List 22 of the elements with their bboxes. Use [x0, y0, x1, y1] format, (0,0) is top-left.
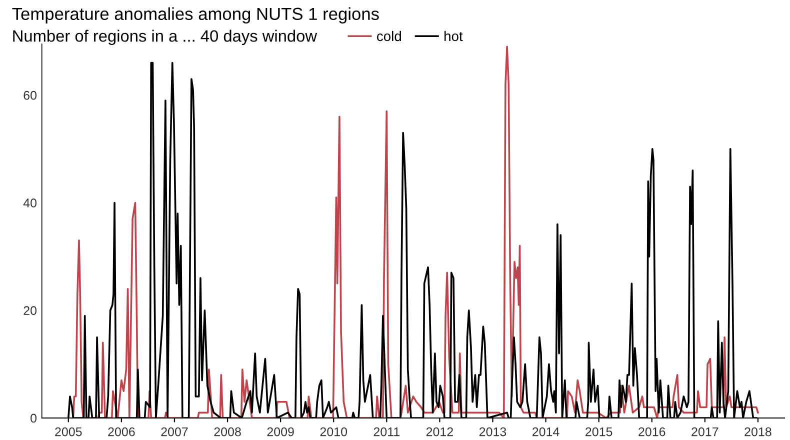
x-tick-label: 2007: [161, 427, 188, 436]
x-tick-label: 2011: [374, 427, 400, 436]
legend-label: hot: [444, 30, 463, 42]
legend-label: cold: [377, 30, 401, 42]
x-tick-label: 2015: [586, 427, 612, 436]
y-tick-label: 60: [24, 90, 37, 100]
x-tick-label: 2010: [320, 427, 348, 436]
chart-title: Temperature anomalies among NUTS 1 regions: [12, 7, 379, 24]
x-tick-label: 2016: [638, 427, 666, 436]
x-tick-label: 2013: [479, 427, 506, 436]
chart-subtitle: Number of regions in a ... 40 days window: [13, 30, 318, 46]
x-tick-label: 2014: [532, 427, 560, 436]
x-tick-label: 2018: [744, 427, 772, 436]
x-tick-label: 2009: [267, 427, 294, 436]
x-tick-label: 2006: [108, 427, 135, 436]
y-tick-label: 0: [30, 414, 37, 423]
y-tick-label: 40: [23, 198, 37, 208]
x-tick-label: 2017: [692, 427, 718, 436]
x-tick-label: 2008: [214, 427, 241, 436]
y-tick-label: 20: [24, 306, 37, 316]
x-tick-label: 2005: [55, 427, 82, 436]
x-tick-label: 2012: [426, 427, 453, 436]
